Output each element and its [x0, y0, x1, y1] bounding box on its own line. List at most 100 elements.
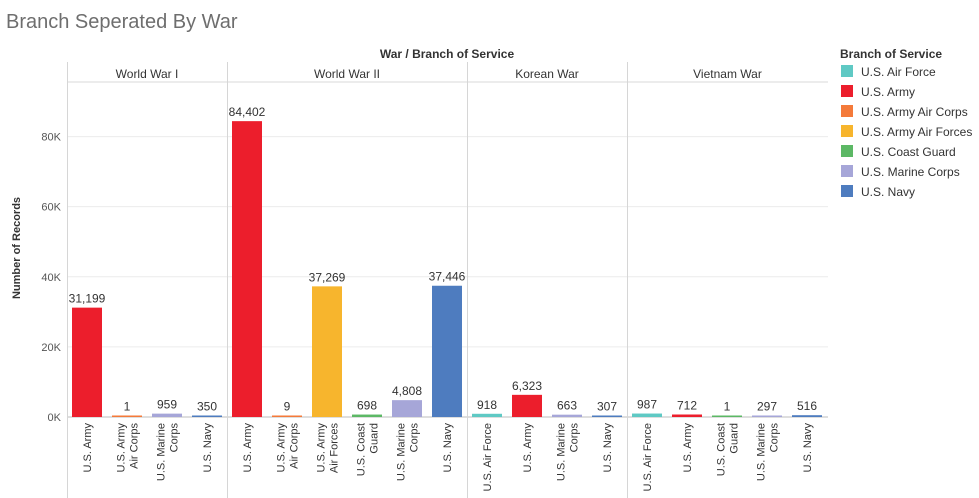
bar[interactable]: [72, 307, 102, 417]
y-axis: 0K 20K 40K 60K 80K: [41, 132, 61, 424]
bar[interactable]: [392, 400, 422, 417]
y-tick-label: 20K: [41, 342, 61, 354]
bar[interactable]: [312, 286, 342, 417]
bar[interactable]: [272, 415, 302, 418]
category-label: U.S. Navy: [442, 423, 454, 473]
category-label: Air Forces: [329, 423, 341, 474]
data-label: 37,446: [429, 270, 466, 284]
bar[interactable]: [192, 415, 222, 418]
war-header: World War II: [314, 67, 380, 81]
category-label: U.S. Navy: [802, 423, 814, 473]
legend-item[interactable]: U.S. Coast Guard: [841, 145, 956, 159]
category-label: U.S. Army: [276, 423, 288, 473]
category-label: Corps: [409, 423, 421, 453]
bar[interactable]: [552, 414, 582, 417]
bar[interactable]: [512, 394, 542, 417]
data-label: 1: [724, 400, 731, 414]
legend-label: U.S. Army: [861, 85, 915, 99]
legend-label: U.S. Coast Guard: [861, 145, 956, 159]
data-label: 712: [677, 399, 697, 413]
data-label: 1: [124, 400, 131, 414]
bar[interactable]: [472, 413, 502, 417]
category-label: U.S. Marine: [756, 423, 768, 481]
column-header: War / Branch of Service: [380, 47, 515, 61]
data-label: 6,323: [512, 379, 542, 393]
legend-item[interactable]: U.S. Marine Corps: [841, 165, 960, 179]
legend-item[interactable]: U.S. Navy: [841, 185, 915, 199]
category-label: U.S. Marine: [396, 423, 408, 481]
bar[interactable]: [432, 285, 462, 417]
bar[interactable]: [592, 415, 622, 418]
data-label: 4,808: [392, 384, 422, 398]
bar[interactable]: [232, 121, 262, 418]
legend-label: U.S. Army Air Forces: [861, 125, 972, 139]
bar[interactable]: [672, 414, 702, 417]
war-header: Vietnam War: [693, 67, 762, 81]
category-label: U.S. Army: [82, 423, 94, 473]
category-label: U.S. Army: [522, 423, 534, 473]
category-label: U.S. Air Force: [642, 423, 654, 491]
legend-item[interactable]: U.S. Air Force: [841, 65, 936, 79]
category-label: Guard: [729, 423, 741, 454]
legend-swatch: [841, 105, 853, 117]
legend-item[interactable]: U.S. Army Air Forces: [841, 125, 972, 139]
category-label: Corps: [769, 423, 781, 453]
bar[interactable]: [792, 415, 822, 417]
bar[interactable]: [352, 414, 382, 417]
data-label: 297: [757, 400, 777, 414]
y-axis-label: Number of Records: [11, 197, 23, 299]
chart-title: Branch Seperated By War: [6, 11, 238, 33]
legend-swatch: [841, 85, 853, 97]
legend-swatch: [841, 125, 853, 137]
legend-swatch: [841, 185, 853, 197]
data-label: 37,269: [309, 270, 346, 284]
category-label: U.S. Marine: [156, 423, 168, 481]
data-label: 516: [797, 399, 817, 413]
y-tick-label: 80K: [41, 132, 61, 144]
category-label: Corps: [569, 423, 581, 453]
category-label: U.S. Army: [242, 423, 254, 473]
panel: Korean War 918 U.S. Air Force 6,323 U.S. Arm…: [472, 67, 622, 491]
data-label: 959: [157, 398, 177, 412]
war-header: World War I: [116, 67, 179, 81]
category-label: Air Corps: [129, 423, 141, 469]
legend-title: Branch of Service: [840, 47, 942, 61]
category-label: U.S. Coast: [716, 423, 728, 476]
y-tick-label: 60K: [41, 202, 61, 214]
bar[interactable]: [632, 413, 662, 417]
category-label: U.S. Army: [682, 423, 694, 473]
data-label: 307: [597, 400, 617, 414]
bar[interactable]: [112, 415, 142, 418]
data-label: 663: [557, 399, 577, 413]
bar[interactable]: [712, 415, 742, 418]
legend: Branch of Service U.S. Air Force U.S. Arm…: [840, 47, 972, 199]
bar[interactable]: [152, 413, 182, 417]
data-label: 84,402: [229, 105, 266, 119]
war-header: Korean War: [515, 67, 579, 81]
category-label: Air Corps: [289, 423, 301, 469]
data-label: 918: [477, 398, 497, 412]
data-label: 987: [637, 398, 657, 412]
legend-label: U.S. Army Air Corps: [861, 105, 968, 119]
legend-item[interactable]: U.S. Army Air Corps: [841, 105, 968, 119]
data-label: 698: [357, 399, 377, 413]
panel: Vietnam War 987 U.S. Air Force 712 U.S. Army…: [632, 67, 822, 491]
category-label: Guard: [369, 423, 381, 454]
category-label: U.S. Army: [316, 423, 328, 473]
legend-label: U.S. Air Force: [861, 65, 936, 79]
category-label: U.S. Navy: [202, 423, 214, 473]
bar[interactable]: [752, 415, 782, 418]
y-tick-label: 0K: [48, 412, 62, 424]
legend-swatch: [841, 165, 853, 177]
legend-swatch: [841, 145, 853, 157]
category-label: Corps: [169, 423, 181, 453]
legend-item[interactable]: U.S. Army: [841, 85, 915, 99]
legend-label: U.S. Marine Corps: [861, 165, 960, 179]
data-label: 9: [284, 400, 291, 414]
y-tick-label: 40K: [41, 272, 61, 284]
legend-swatch: [841, 65, 853, 77]
category-label: U.S. Navy: [602, 423, 614, 473]
